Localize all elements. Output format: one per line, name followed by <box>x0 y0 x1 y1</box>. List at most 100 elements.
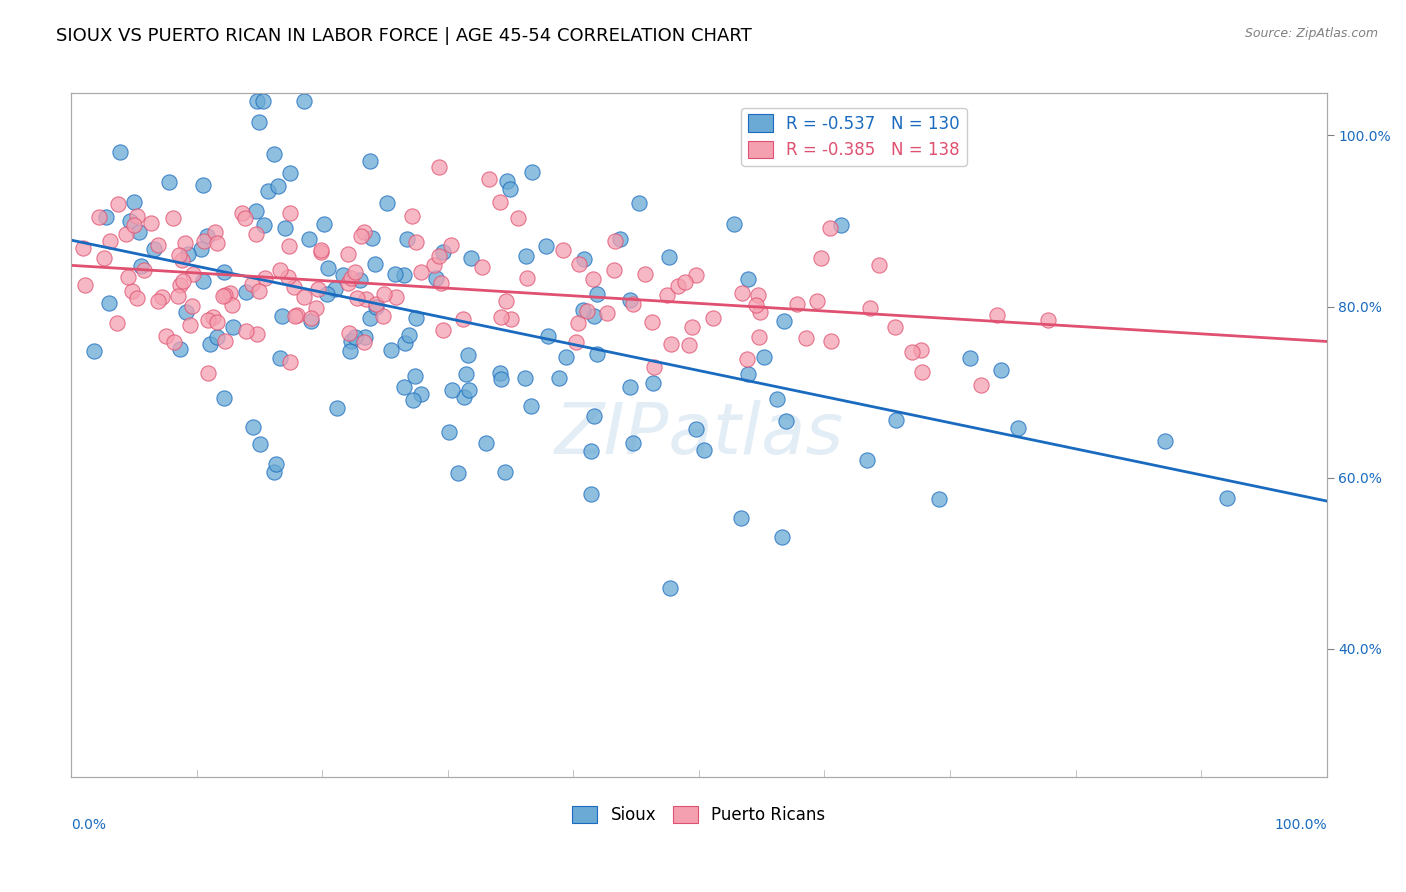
Point <box>432 322 454 336</box>
Point <box>1036 312 1059 326</box>
Point <box>411 264 433 278</box>
Point <box>498 182 520 196</box>
Point <box>685 268 707 283</box>
Point <box>516 271 538 285</box>
Point <box>405 310 427 325</box>
Point <box>354 330 377 344</box>
Point <box>326 401 349 415</box>
Point <box>267 179 290 194</box>
Point <box>685 422 707 436</box>
Point <box>190 242 212 256</box>
Point <box>191 178 214 192</box>
Point <box>489 310 512 324</box>
Point <box>579 444 602 458</box>
Point <box>661 336 683 351</box>
Point <box>585 346 607 360</box>
Point <box>273 221 295 235</box>
Point <box>1153 434 1175 449</box>
Point <box>364 297 387 311</box>
Point <box>371 309 394 323</box>
Point <box>263 465 285 479</box>
Point <box>245 203 267 218</box>
Point <box>94 210 117 224</box>
Point <box>214 287 236 301</box>
Point <box>143 242 166 256</box>
Point <box>146 293 169 308</box>
Point <box>233 211 256 226</box>
Point <box>1007 421 1029 435</box>
Point <box>565 335 588 350</box>
Point <box>395 232 418 246</box>
Point <box>307 282 329 296</box>
Point <box>197 313 219 327</box>
Point <box>884 413 907 427</box>
Point <box>249 437 271 451</box>
Point <box>453 390 475 404</box>
Point <box>595 306 617 320</box>
Point <box>181 299 204 313</box>
Point <box>235 285 257 299</box>
Point <box>693 443 716 458</box>
Point <box>316 261 339 276</box>
Point <box>359 153 381 168</box>
Point <box>609 232 631 246</box>
Point <box>447 467 470 481</box>
Point <box>364 257 387 271</box>
Point <box>818 221 841 235</box>
Point <box>488 195 510 210</box>
Point <box>98 234 121 248</box>
Point <box>496 174 519 188</box>
Point <box>167 289 190 303</box>
Point <box>754 350 776 364</box>
Point <box>337 277 360 291</box>
Point <box>278 354 301 368</box>
Point <box>253 271 276 285</box>
Point <box>134 262 156 277</box>
Point <box>340 270 363 285</box>
Point <box>139 216 162 230</box>
Point <box>567 316 589 330</box>
Point <box>990 362 1012 376</box>
Point <box>155 329 177 343</box>
Point <box>212 391 235 405</box>
Point <box>458 383 481 397</box>
Point <box>574 252 596 267</box>
Point <box>621 435 644 450</box>
Point <box>427 160 450 174</box>
Point <box>350 229 373 244</box>
Point <box>167 248 190 262</box>
Point <box>619 293 641 308</box>
Point <box>627 196 650 211</box>
Point <box>794 331 817 345</box>
Point <box>747 287 769 301</box>
Point <box>737 351 759 366</box>
Point <box>460 252 482 266</box>
Point <box>820 334 842 349</box>
Point <box>576 304 599 318</box>
Point <box>253 218 276 232</box>
Point <box>859 301 882 315</box>
Point <box>193 234 215 248</box>
Point <box>583 409 606 423</box>
Point <box>640 315 662 329</box>
Point <box>392 268 415 282</box>
Point <box>730 285 752 300</box>
Point <box>437 425 460 440</box>
Point <box>157 175 180 189</box>
Point <box>555 351 578 365</box>
Point <box>298 232 321 246</box>
Point <box>283 279 305 293</box>
Point <box>582 309 605 323</box>
Point <box>121 284 143 298</box>
Point <box>221 298 243 312</box>
Point <box>568 256 591 270</box>
Point <box>305 301 328 315</box>
Point <box>278 205 301 219</box>
Point <box>658 250 681 264</box>
Point <box>240 277 263 292</box>
Point <box>181 267 204 281</box>
Point <box>745 298 768 312</box>
Point <box>513 371 536 385</box>
Point <box>346 291 368 305</box>
Text: 100.0%: 100.0% <box>1274 818 1327 832</box>
